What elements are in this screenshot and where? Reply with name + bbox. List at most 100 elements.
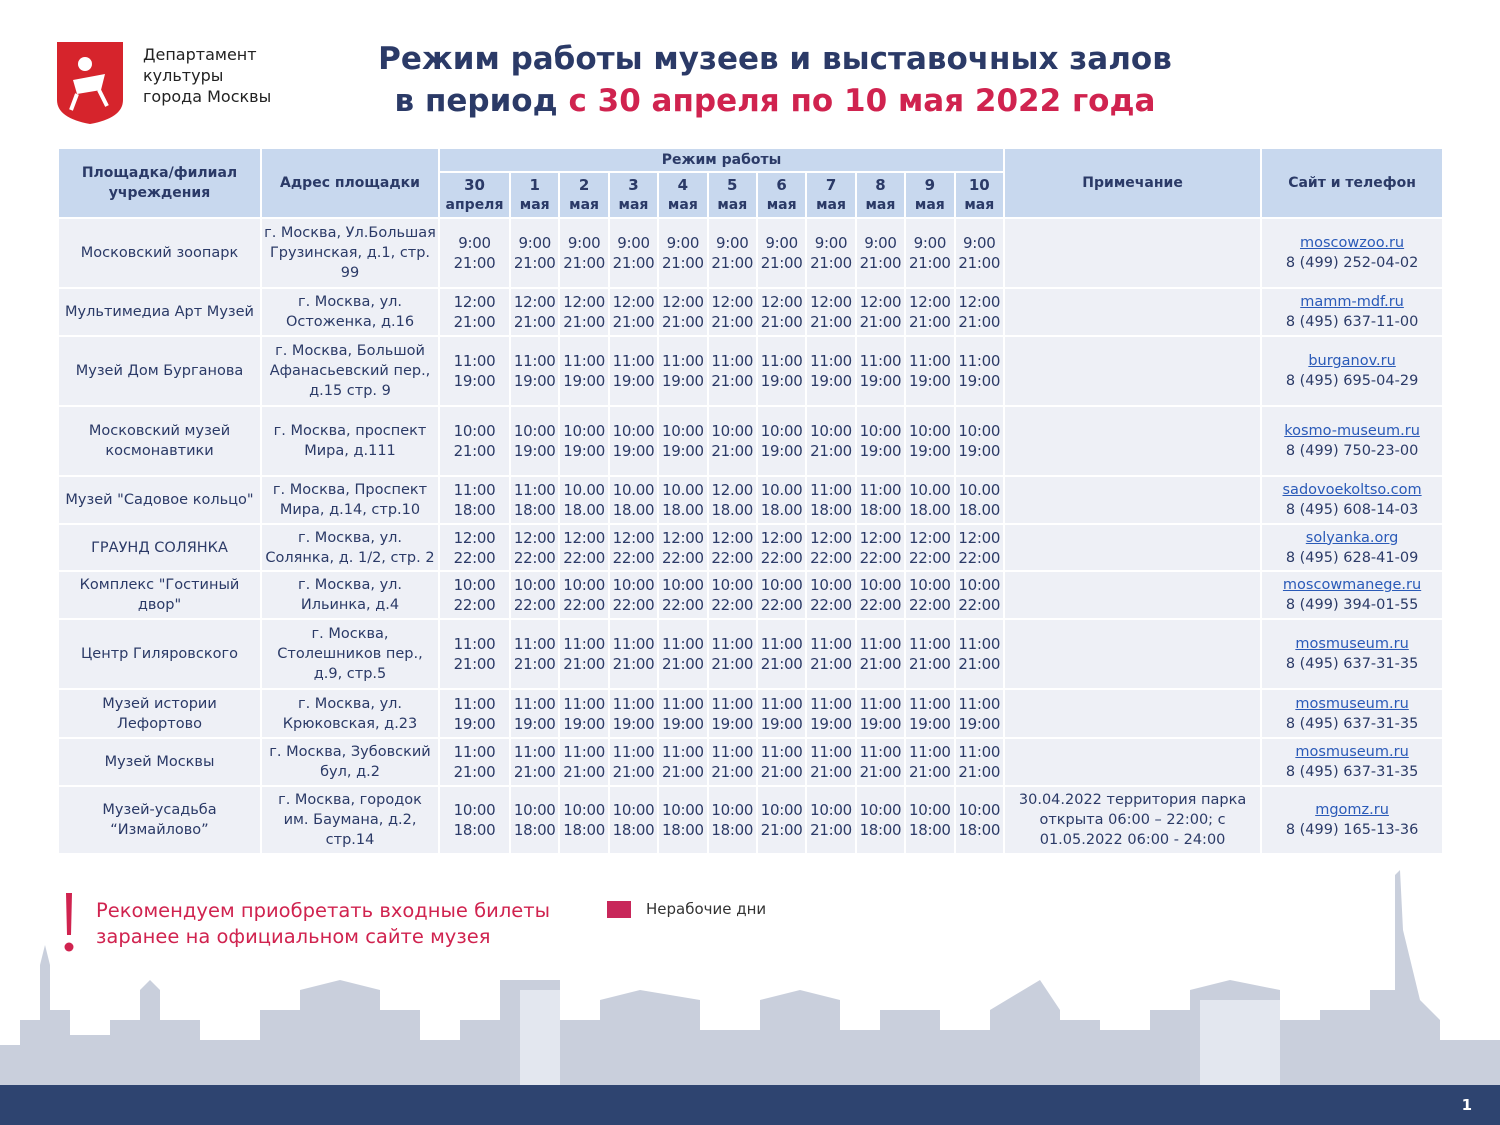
hours: 11:00 19:00 [904,688,956,739]
open-time: 12:00 [958,293,1001,311]
open-time: 10:00 [662,801,704,819]
table-row: Музей-усадьба “Измайлово” г. Москва, горо… [57,785,1445,855]
hours: 10:00 18:00 [558,785,610,855]
hours: 9:00 21:00 [657,217,709,289]
open-time: 10:00 [513,422,556,440]
open-time: 10:00 [810,422,852,440]
close-time: 21:00 [711,254,754,272]
site-link[interactable]: sadovoekoltso.com [1282,482,1422,498]
site-link[interactable]: mosmuseum.ru [1295,744,1409,760]
close-time: 21:00 [810,313,852,331]
hours: 12:00 21:00 [607,287,660,337]
hours: 12:00 21:00 [508,287,561,337]
close-time: 21:00 [760,821,803,839]
site-link[interactable]: solyanka.org [1305,529,1399,546]
hours: 12:00 22:00 [755,523,808,572]
close-time: 21:00 [662,655,704,673]
hours: 12:00 21:00 [706,287,758,337]
site-link[interactable]: moscowzoo.ru [1300,235,1405,251]
note [1003,217,1263,289]
hours: 12:00 21:00 [438,287,511,337]
close-time: 18:00 [453,501,496,519]
close-time: 19:00 [513,714,556,733]
note [1003,737,1263,787]
hours: 10:00 19:00 [904,405,956,477]
close-time: 19:00 [760,372,803,390]
open-time: 9:00 [765,234,798,252]
note [1003,688,1263,739]
open-time: 10:00 [859,576,902,594]
open-time: 11:00 [908,743,951,761]
hours: 10.00 18.00 [755,475,808,525]
hours: 11:00 18:00 [438,475,511,525]
day-month: апреля [445,197,504,213]
venue: Мультимедиа Арт Музей [57,287,262,337]
open-time: 10:00 [711,576,754,594]
site-link[interactable]: burganov.ru [1308,353,1396,369]
day-number: 7 [825,176,837,194]
site-link[interactable]: mamm-mdf.ru [1300,294,1404,310]
close-time: 19:00 [453,714,496,733]
day-month: мая [964,197,995,213]
hours: 11:00 19:00 [607,335,660,407]
close-time: 21:00 [760,655,803,673]
close-time: 19:00 [908,442,951,460]
open-time: 11:00 [563,694,605,713]
hours: 10:00 22:00 [508,570,561,620]
open-time: 12:00 [662,528,704,547]
site-link[interactable]: mgomz.ru [1315,802,1389,818]
hours: 11:00 21:00 [657,618,709,690]
header-address: Адрес площадки [260,147,440,219]
hours: 9:00 21:00 [854,217,907,289]
close-time: 22:00 [453,596,496,614]
hours: 10:00 21:00 [755,785,808,855]
site-link[interactable]: moscowmanege.ru [1282,577,1422,593]
open-time: 10.00 [958,481,1001,499]
site-link[interactable]: mosmuseum.ru [1295,695,1409,712]
close-time: 21:00 [810,442,852,460]
hours: 10.00 18.00 [953,475,1006,525]
table-row: Комплекс "Гостиный двор" г. Москва, ул. И… [57,570,1445,620]
site-link[interactable]: mosmuseum.ru [1295,636,1409,652]
note [1003,287,1263,337]
open-time: 10:00 [612,576,655,594]
close-time: 19:00 [859,442,902,460]
venue: Музей Дом Бурганова [57,335,262,407]
day-number: 1 [529,176,540,194]
open-time: 12:00 [810,528,852,547]
hours: 11:00 19:00 [755,688,808,739]
close-time: 22:00 [958,548,1001,567]
close-time: 21:00 [810,763,852,781]
day-month: мая [914,197,945,213]
hours: 10:00 18:00 [657,785,709,855]
open-time: 10:00 [760,801,803,819]
close-time: 18:00 [563,821,605,839]
hours: 10:00 18:00 [953,785,1006,855]
close-time: 22:00 [908,596,951,614]
close-time: 18:00 [810,501,852,519]
hours: 10.00 18.00 [904,475,956,525]
hours: 11:00 19:00 [438,335,511,407]
hours: 11:00 19:00 [508,688,561,739]
table-row: Музей Москвы г. Москва, Зубовский бул, д.… [57,737,1445,787]
close-time: 18:00 [662,821,704,839]
close-time: 21:00 [711,313,754,331]
site-link[interactable]: kosmo-museum.ru [1284,423,1420,439]
hours: 11:00 21:00 [438,737,511,787]
venue: Музей "Садовое кольцо" [57,475,262,525]
open-time: 10:00 [612,801,655,819]
close-time: 19:00 [563,442,605,460]
title-line: в период с 30 апреля по 10 мая 2022 года [300,80,1250,122]
day-header: 4 мая [657,171,709,219]
hours: 11:00 21:00 [755,618,808,690]
title-line: Режим работы музеев и выставочных залов [378,41,1172,77]
open-time: 11:00 [810,743,852,761]
day-number: 9 [924,176,936,194]
hours: 11:00 19:00 [953,335,1006,407]
open-time: 11:00 [711,352,754,370]
open-time: 12:00 [859,293,902,311]
table-row: Мультимедиа Арт Музей г. Москва, ул. Осто… [57,287,1445,337]
open-time: 12:00 [453,528,496,547]
day-month: мая [766,197,797,213]
